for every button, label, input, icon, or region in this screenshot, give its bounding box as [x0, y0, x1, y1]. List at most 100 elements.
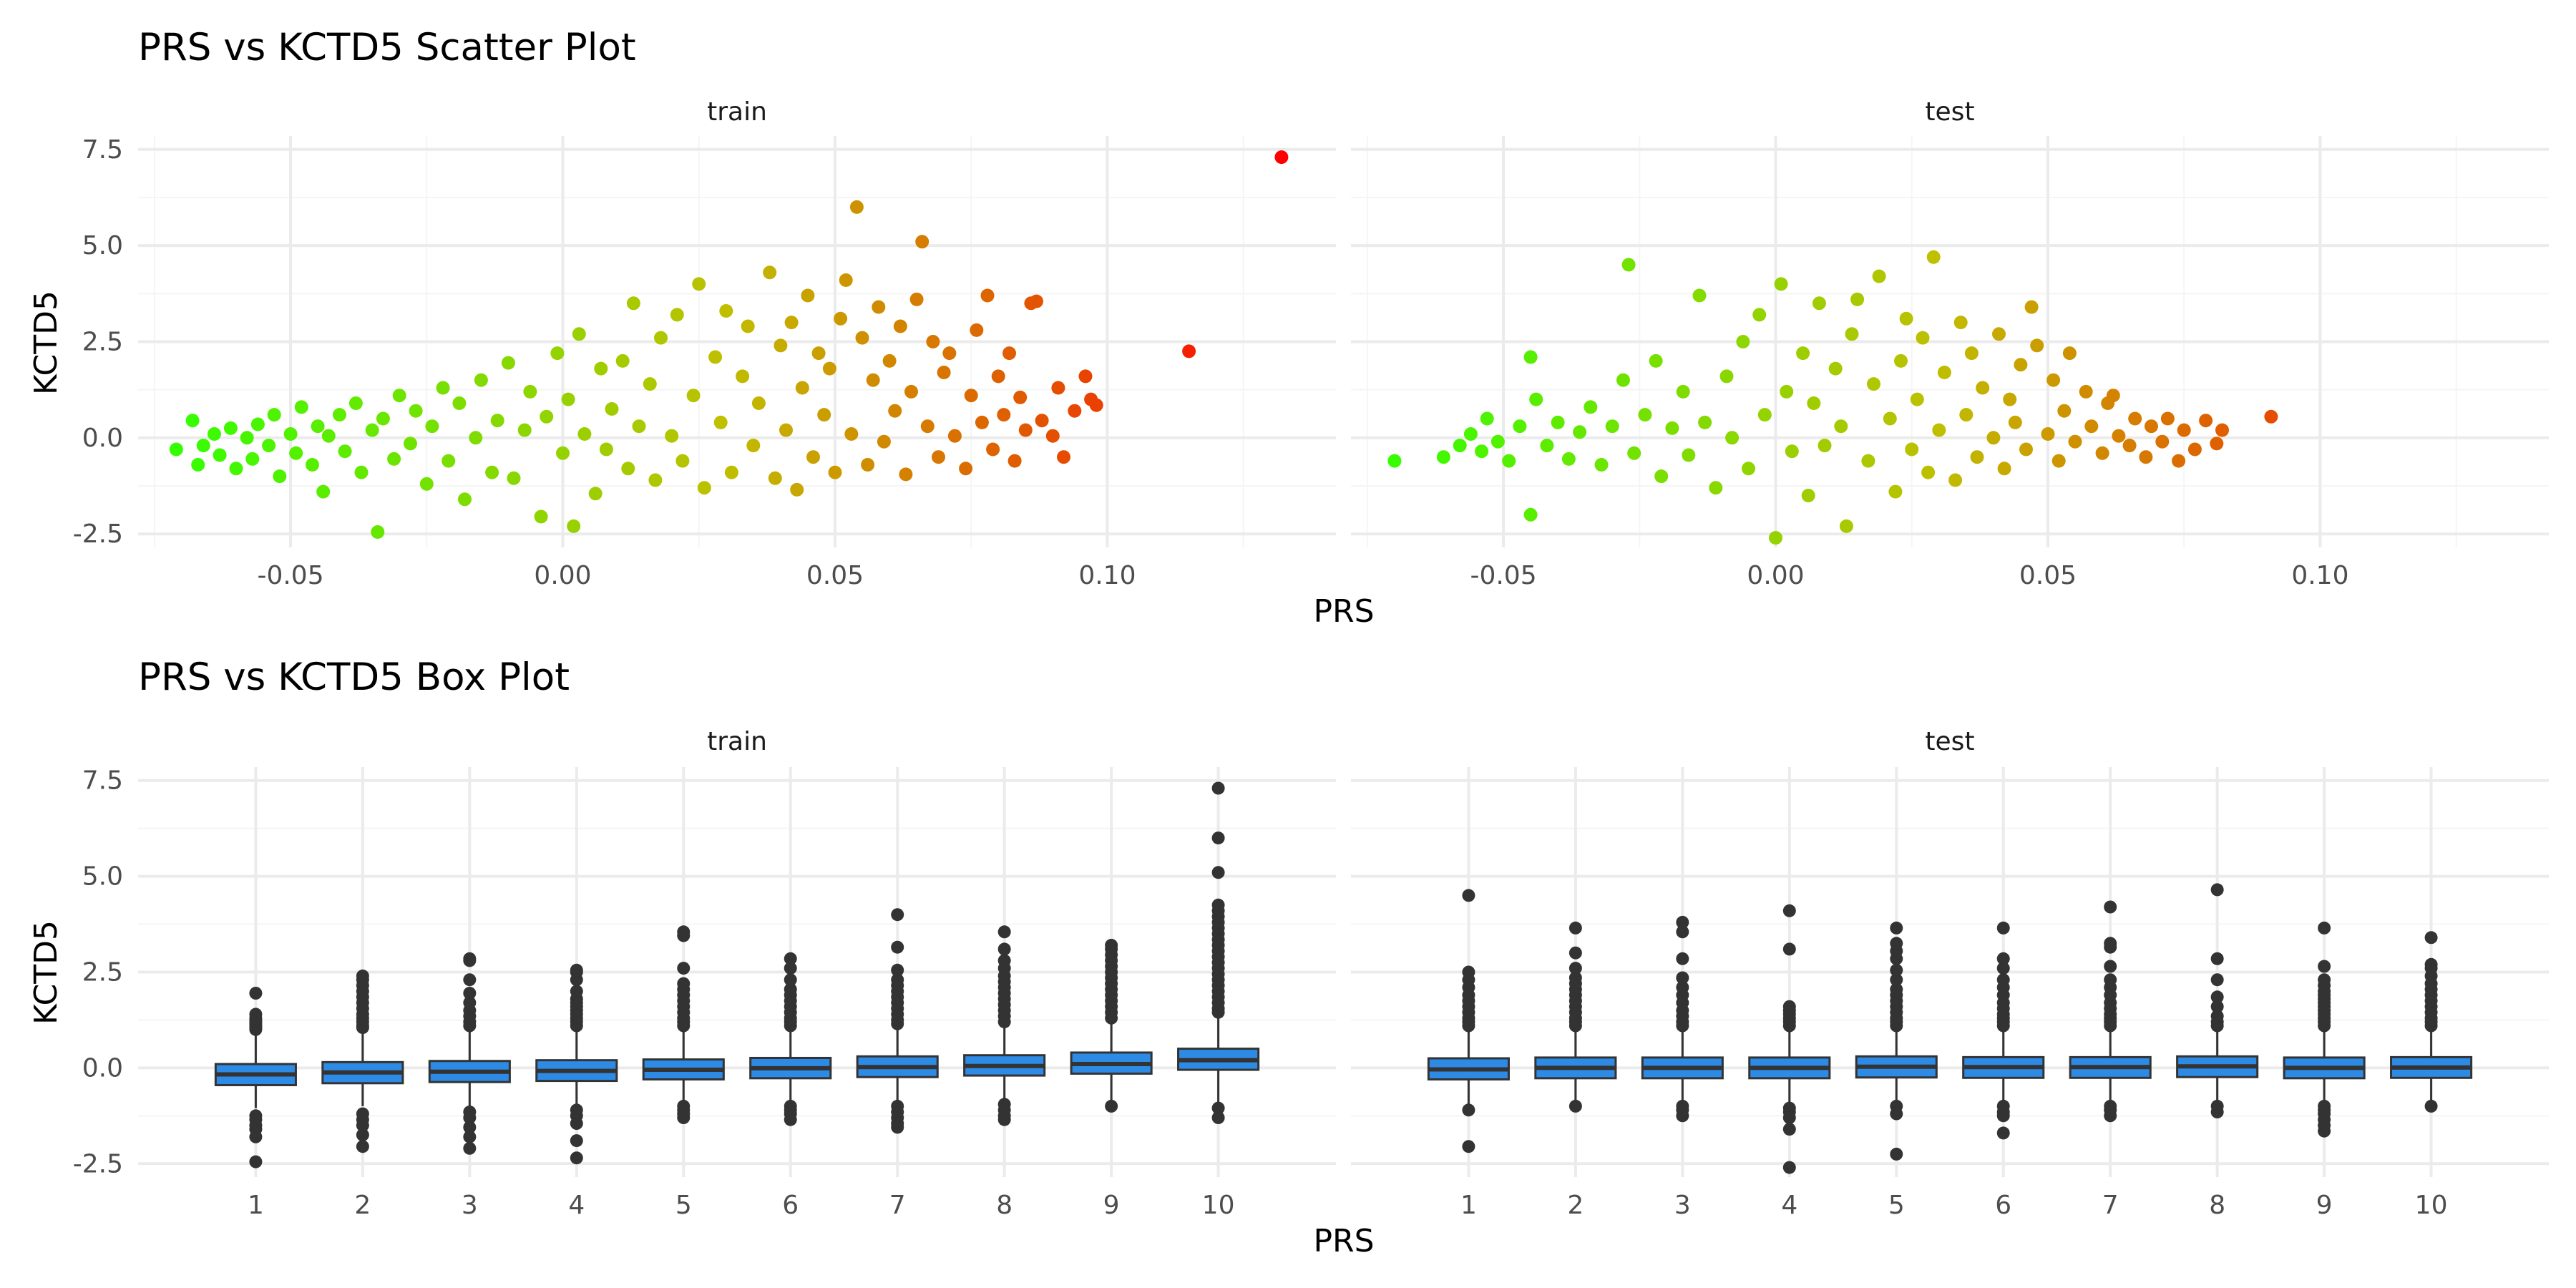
scatter-point [1018, 423, 1033, 437]
scatter-point [801, 288, 815, 303]
scatter-point [648, 473, 663, 487]
box-outlier [356, 1128, 369, 1142]
scatter-point [942, 346, 957, 361]
box-outlier [2210, 1000, 2224, 1013]
scatter-point [615, 353, 630, 368]
box-x-tick-label: 2 [1567, 1191, 1584, 1220]
scatter-point [1513, 419, 1527, 434]
scatter-point [534, 509, 548, 524]
scatter-point [223, 421, 238, 435]
scatter-point [1692, 288, 1707, 303]
scatter-point [675, 454, 690, 468]
scatter-point [893, 319, 907, 333]
scatter-point [643, 377, 657, 391]
box-title: PRS vs KCTD5 Box Plot [138, 655, 570, 699]
scatter-point [245, 452, 260, 466]
box-train-9 [1070, 939, 1153, 1113]
box-outlier [463, 952, 477, 965]
scatter-point [550, 346, 565, 361]
box-train-7 [856, 908, 939, 1134]
scatter-point [2014, 358, 2028, 372]
box-outlier [1105, 939, 1118, 952]
scatter-point [1045, 429, 1060, 443]
box-strip-test: test [1925, 727, 1974, 756]
scatter-point [2210, 436, 2224, 451]
box-outlier [1462, 1103, 1475, 1117]
box-outlier [1568, 921, 1582, 935]
scatter-point [169, 442, 183, 457]
box-outlier [1568, 946, 1582, 960]
box-x-tick-label: 3 [1674, 1191, 1691, 1220]
scatter-point [577, 427, 592, 441]
scatter-point [490, 414, 504, 428]
scatter-point [1068, 404, 1082, 418]
scatter-y-tick-label: 5.0 [82, 231, 123, 260]
scatter-point [817, 408, 831, 422]
scatter-train-points [169, 150, 1289, 539]
scatter-point [1964, 346, 1979, 361]
scatter-point [654, 331, 668, 345]
scatter-point [834, 311, 848, 326]
scatter-point [932, 450, 945, 464]
scatter-point [2095, 446, 2109, 460]
box-outlier [1568, 962, 1582, 975]
scatter-point [409, 404, 423, 418]
box-x-tick-label: 9 [2316, 1191, 2333, 1220]
scatter-point [1818, 439, 1832, 453]
box-x-tick-label: 3 [462, 1191, 478, 1220]
scatter-x-tick-label: 0.10 [2291, 561, 2348, 590]
box-outlier [2104, 1109, 2117, 1123]
scatter-point [2051, 454, 2066, 468]
scatter-point [1594, 458, 1609, 472]
scatter-point [273, 469, 287, 484]
scatter-point [904, 384, 918, 399]
scatter-point [2128, 411, 2142, 426]
scatter-strip-test: test [1925, 97, 1974, 127]
scatter-point [213, 448, 227, 462]
scatter-point [2046, 373, 2061, 387]
box-outlier [1676, 915, 1689, 929]
scatter-point [294, 400, 308, 414]
scatter-point [376, 411, 390, 426]
scatter-point [2264, 409, 2278, 424]
scatter-point [692, 277, 706, 291]
scatter-point [262, 439, 276, 453]
scatter-point [877, 434, 891, 449]
scatter-point [2172, 454, 2186, 468]
scatter-point [920, 419, 935, 434]
scatter-point [229, 462, 243, 476]
box-test-1 [1427, 889, 1510, 1153]
scatter-point [1850, 292, 1865, 306]
scatter-point [1812, 296, 1826, 311]
scatter-point [1030, 294, 1043, 308]
box-outlier [2210, 952, 2224, 965]
scatter-point [670, 308, 684, 322]
box-outlier [463, 1121, 477, 1134]
scatter-y-tick-label: -2.5 [73, 519, 123, 549]
scatter-point [572, 327, 586, 341]
scatter-point [1621, 258, 1636, 272]
box-outlier [2104, 937, 2117, 950]
scatter-point [1774, 277, 1788, 291]
box-outlier [784, 962, 797, 975]
box-outlier [1782, 1161, 1796, 1174]
box-x-tick-label: 4 [1781, 1191, 1797, 1220]
box-outlier [1211, 866, 1225, 879]
box-x-tick-label: 7 [889, 1191, 906, 1220]
box-outlier [1996, 1109, 2010, 1123]
box-outlier [997, 1113, 1011, 1126]
scatter-point [713, 415, 728, 429]
scatter-point [686, 389, 701, 403]
box-outlier [463, 1111, 477, 1124]
box-x-axis-title: PRS [1313, 1223, 1374, 1259]
scatter-point [2139, 450, 2153, 464]
scatter-x-axis-title: PRS [1313, 593, 1374, 630]
scatter-point [2079, 384, 2093, 399]
scatter-point [567, 519, 581, 533]
box-outlier [1462, 965, 1475, 979]
box-outlier [570, 1117, 583, 1130]
scatter-point [191, 458, 205, 472]
scatter-point [441, 454, 456, 468]
scatter-point [316, 484, 331, 499]
box-outlier [891, 973, 904, 987]
